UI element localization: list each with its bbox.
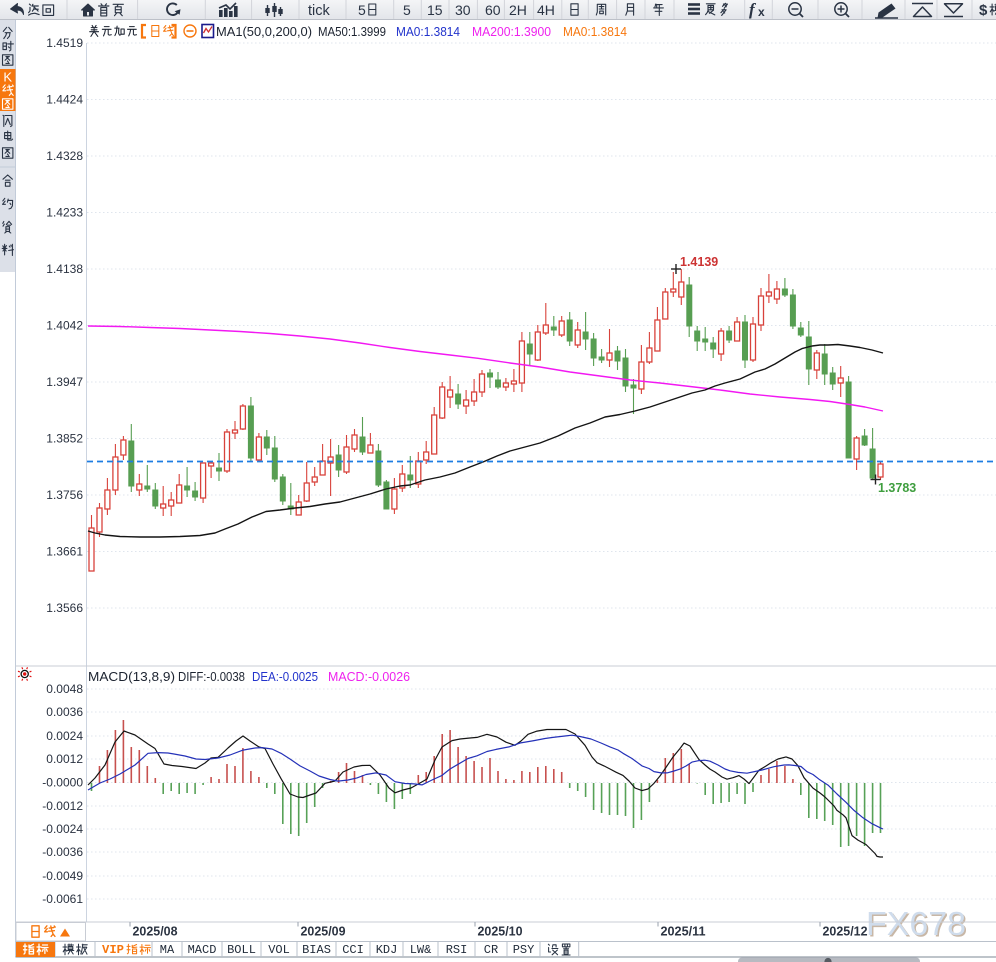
svg-text:-0.0049: -0.0049 [42, 869, 83, 883]
svg-text:15: 15 [427, 2, 443, 18]
svg-text:2025/11: 2025/11 [661, 924, 706, 939]
svg-text:MACD(13,8,9): MACD(13,8,9) [88, 670, 175, 684]
svg-text:30: 30 [455, 2, 471, 18]
svg-text:4H: 4H [537, 2, 555, 18]
svg-text:1.3756: 1.3756 [46, 488, 83, 502]
svg-text:-0.0000: -0.0000 [42, 776, 83, 790]
svg-text:1.3566: 1.3566 [46, 601, 83, 615]
svg-text:MA50:1.3999: MA50:1.3999 [318, 24, 386, 39]
svg-text:-0.0061: -0.0061 [42, 892, 83, 906]
svg-text:0.0024: 0.0024 [46, 729, 83, 743]
svg-text:60: 60 [485, 2, 501, 18]
svg-text:-0.0024: -0.0024 [42, 822, 83, 836]
svg-text:1.3783: 1.3783 [878, 481, 916, 495]
svg-text:2025/12: 2025/12 [823, 924, 868, 939]
svg-text:1.4519: 1.4519 [46, 36, 83, 50]
svg-text:$: $ [979, 2, 988, 19]
svg-text:2025/08: 2025/08 [133, 924, 178, 939]
svg-text:1.3661: 1.3661 [46, 545, 83, 559]
svg-text:f: f [749, 0, 757, 19]
svg-text:FX678: FX678 [866, 905, 966, 942]
svg-text:MA200:1.3900: MA200:1.3900 [472, 24, 551, 39]
svg-text:CCI: CCI [342, 943, 364, 957]
svg-text:0.0036: 0.0036 [46, 705, 83, 719]
svg-text:2H: 2H [509, 2, 527, 18]
svg-text:PSY: PSY [513, 943, 535, 957]
svg-text:DEA:-0.0025: DEA:-0.0025 [252, 670, 318, 684]
svg-text:MA0:1.3814: MA0:1.3814 [563, 24, 627, 39]
svg-text:2025/10: 2025/10 [478, 924, 523, 939]
svg-text:x: x [758, 5, 765, 19]
svg-text:MACD: MACD [188, 943, 217, 957]
svg-text:BIAS: BIAS [302, 943, 331, 957]
svg-text:1.3852: 1.3852 [46, 432, 83, 446]
svg-text:0.0012: 0.0012 [46, 752, 83, 766]
svg-text:0.0048: 0.0048 [46, 682, 83, 696]
svg-text:tick: tick [308, 3, 331, 19]
svg-text:1.4138: 1.4138 [46, 262, 83, 276]
svg-text:MACD:-0.0026: MACD:-0.0026 [328, 670, 410, 684]
svg-text:1.4042: 1.4042 [46, 319, 83, 333]
svg-text:1.4139: 1.4139 [680, 255, 718, 269]
svg-text:MA: MA [160, 943, 175, 957]
svg-text:-0.0036: -0.0036 [42, 845, 83, 859]
svg-text:MA1(50,0,200,0): MA1(50,0,200,0) [216, 24, 312, 39]
svg-text:KDJ: KDJ [376, 943, 398, 957]
svg-text:CR: CR [484, 943, 498, 957]
svg-text:DIFF:-0.0038: DIFF:-0.0038 [178, 670, 245, 684]
svg-text:1.4424: 1.4424 [46, 93, 83, 107]
svg-text:VOL: VOL [268, 943, 290, 957]
svg-text:RSI: RSI [446, 943, 468, 957]
svg-text:1.4233: 1.4233 [46, 206, 83, 220]
svg-text:LW&: LW& [410, 943, 432, 957]
svg-text:FX678: FX678 [868, 907, 968, 944]
svg-text:MA0:1.3814: MA0:1.3814 [396, 24, 460, 39]
svg-text:5: 5 [403, 2, 411, 18]
svg-text:BOLL: BOLL [227, 943, 256, 957]
svg-text:5: 5 [358, 2, 366, 18]
svg-text:1.3947: 1.3947 [46, 375, 83, 389]
svg-text:K: K [3, 70, 12, 85]
svg-text:1.4328: 1.4328 [46, 149, 83, 163]
svg-text:2025/09: 2025/09 [301, 924, 346, 939]
svg-text:-0.0012: -0.0012 [42, 799, 83, 813]
svg-text:VIP: VIP [102, 944, 124, 957]
